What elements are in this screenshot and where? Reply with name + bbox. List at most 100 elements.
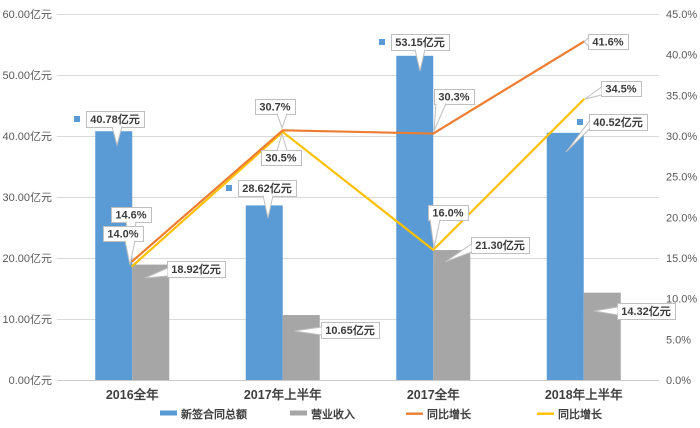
callout-pointer-outline [593, 306, 618, 316]
callout-pointer-fill [112, 126, 122, 145]
legend-label: 同比增长 [427, 407, 472, 421]
callout-pointer-outline [433, 103, 447, 132]
callout-pointer-outline [444, 243, 472, 263]
data-label: 30.5% [265, 153, 296, 165]
data-callout: 41.6% [583, 34, 629, 50]
right-axis-tick-label: 15.0% [666, 253, 697, 265]
legend-key-square [379, 39, 385, 45]
right-axis-tick-label: 40.0% [666, 50, 697, 62]
callout-box [255, 99, 296, 115]
data-callout: 30.5% [261, 132, 302, 166]
data-label: 40.52亿元 [593, 115, 643, 129]
data-label: 30.3% [438, 92, 469, 104]
data-callout: 16.0% [428, 205, 469, 249]
left-axis-tick-label: 10.00亿元 [2, 313, 52, 326]
callout-pointer-outline [144, 267, 168, 279]
data-label: 28.62亿元 [242, 181, 292, 195]
callout-box [103, 226, 144, 242]
callout-pointer-fill [125, 240, 135, 265]
bar-revenue [282, 315, 320, 380]
callout-pointer-outline [124, 240, 136, 266]
callout-pointer-fill [277, 113, 287, 128]
data-callout: 30.3% [433, 89, 475, 132]
callout-pointer-fill [594, 307, 618, 315]
callout-pointer-fill [294, 327, 322, 335]
category-label: 2018年上半年 [545, 387, 623, 402]
bar-revenue [583, 292, 621, 380]
data-label: 18.92亿元 [171, 262, 221, 276]
data-callout: 40.52亿元 [565, 114, 648, 153]
callout-pointer-fill [415, 49, 425, 71]
bar-contracts [396, 55, 434, 380]
callout-box [434, 89, 475, 105]
left-axis-tick-label: 30.00亿元 [2, 191, 52, 204]
data-label: 30.7% [259, 102, 290, 114]
callout-pointer-outline [583, 37, 589, 47]
callout-pointer-outline [429, 219, 441, 249]
data-callout: 53.15亿元 [379, 34, 450, 72]
legend-key-square [74, 116, 80, 122]
bar-revenue [132, 264, 170, 380]
bar-contracts [245, 205, 283, 380]
callout-pointer-outline [293, 326, 322, 336]
data-callout: 21.30亿元 [444, 237, 530, 263]
data-callout: 14.0% [103, 226, 144, 266]
data-label: 21.30亿元 [475, 238, 525, 252]
legend-item: 新签合同总额 [160, 407, 247, 421]
right-axis-tick-label: 30.0% [666, 131, 697, 143]
data-callout: 14.32亿元 [593, 303, 676, 320]
legend-item: 同比增长 [406, 407, 472, 421]
right-axis-tick-label: 35.0% [666, 90, 697, 102]
category-label: 2017全年 [407, 387, 460, 402]
legend-label: 营业收入 [311, 407, 355, 421]
data-label: 14.6% [115, 210, 146, 222]
data-label: 41.6% [592, 37, 623, 49]
legend-item: 营业收入 [290, 407, 355, 421]
legend-key-square [226, 185, 232, 191]
callout-pointer-outline [414, 49, 426, 72]
legend-line-marker [406, 412, 423, 415]
callout-pointer-outline [584, 86, 602, 100]
right-axis-tick-label: 20.0% [666, 212, 697, 224]
right-axis-tick-label: 25.0% [666, 172, 697, 184]
data-label: 16.0% [432, 208, 463, 220]
legend-item: 同比增长 [537, 407, 603, 421]
growth-line-orange [131, 40, 585, 263]
callout-pointer-fill [263, 195, 273, 218]
data-label: 10.65亿元 [325, 323, 375, 337]
data-callout: 40.78亿元 [74, 111, 145, 147]
right-axis-tick-label: 45.0% [666, 9, 697, 21]
category-label: 2017年上半年 [244, 387, 322, 402]
right-axis-tick-label: 10.0% [666, 294, 697, 306]
left-axis-tick-label: 50.00亿元 [2, 69, 52, 82]
data-callout: 10.65亿元 [293, 322, 380, 339]
left-axis-tick-label: 0.00亿元 [9, 374, 52, 387]
data-callout: 18.92亿元 [144, 261, 226, 279]
left-axis-tick-label: 40.00亿元 [2, 130, 52, 143]
left-axis-tick-label: 60.00亿元 [2, 8, 52, 21]
callout-pointer-fill [277, 134, 287, 151]
data-label: 14.0% [107, 229, 138, 241]
legend-label: 新签合同总额 [181, 407, 247, 421]
bar-contracts [546, 132, 584, 380]
data-label: 53.15亿元 [395, 35, 445, 49]
callout-pointer-fill [584, 38, 589, 46]
callout-pointer-outline [262, 195, 274, 219]
right-axis-tick-label: 5.0% [666, 334, 691, 346]
data-callout: 34.5% [584, 81, 642, 100]
callout-box [428, 205, 469, 221]
callout-pointer-outline [276, 132, 288, 151]
right-axis-tick-label: 0.0% [666, 375, 691, 387]
data-callout: 30.7% [255, 99, 296, 130]
category-label: 2016全年 [106, 387, 159, 402]
bar-revenue [433, 250, 471, 380]
callout-pointer-outline [565, 120, 590, 153]
legend-bar-marker [290, 410, 307, 416]
legend-bar-marker [160, 410, 177, 416]
data-label: 40.78亿元 [90, 112, 140, 126]
data-label: 14.32亿元 [621, 304, 671, 318]
callout-pointer-fill [430, 219, 440, 248]
legend-key-square [577, 119, 583, 125]
legend-line-marker [537, 412, 554, 415]
